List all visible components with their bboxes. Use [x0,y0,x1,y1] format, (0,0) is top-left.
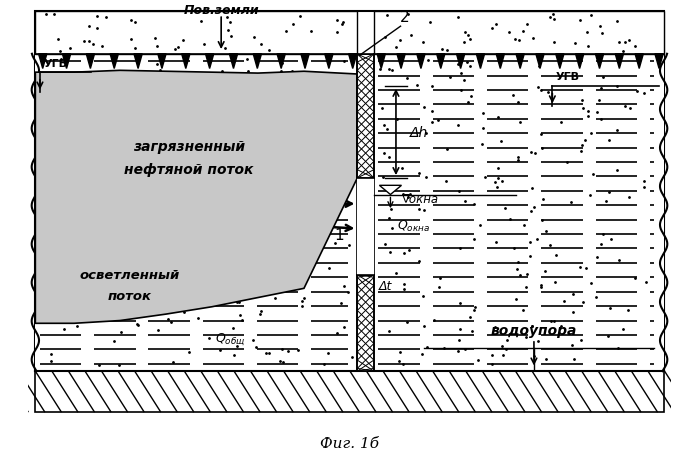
Polygon shape [536,55,544,69]
Text: $Q_{окна}$: $Q_{окна}$ [397,219,430,234]
Text: Пов.земли: Пов.земли [183,4,259,17]
Polygon shape [277,55,285,69]
Text: Δt: Δt [378,280,392,293]
Text: Фиг. 1б: Фиг. 1б [320,436,379,450]
Bar [36,55,663,371]
Polygon shape [182,55,190,69]
Polygon shape [206,55,214,69]
Bar [36,12,357,55]
Polygon shape [349,55,357,69]
Bar [357,179,374,275]
Text: осветленный: осветленный [79,268,180,281]
Polygon shape [86,55,94,69]
Polygon shape [456,55,465,69]
Polygon shape [397,55,405,69]
Text: 1: 1 [334,228,343,243]
Polygon shape [635,55,643,69]
Text: водоупора: водоупора [491,323,577,337]
Text: нефтяной поток: нефтяной поток [124,162,254,176]
Text: $Q_{общ}$: $Q_{общ}$ [215,331,245,347]
Polygon shape [158,55,166,69]
Bar [374,12,663,55]
Text: поток: поток [107,290,151,303]
Polygon shape [615,55,624,69]
Polygon shape [516,55,524,69]
Text: ∇окна: ∇окна [401,192,438,205]
Polygon shape [596,55,604,69]
Polygon shape [575,55,584,69]
Polygon shape [417,55,425,69]
Bar [357,55,374,179]
Bar [357,275,374,371]
Polygon shape [229,55,238,69]
Polygon shape [36,71,357,323]
Polygon shape [301,55,309,69]
Bar [36,12,663,371]
Polygon shape [377,55,385,69]
Polygon shape [476,55,484,69]
Polygon shape [253,55,261,69]
Polygon shape [110,55,118,69]
Polygon shape [325,55,333,69]
Polygon shape [437,55,445,69]
Polygon shape [655,55,663,69]
Polygon shape [496,55,505,69]
Text: Δh: Δh [410,126,428,140]
Text: загрязненный: загрязненный [133,139,245,153]
Text: 2: 2 [401,10,410,25]
Text: УГВ: УГВ [556,72,580,82]
Polygon shape [38,55,47,69]
Bar [36,371,663,412]
Polygon shape [134,55,142,69]
Text: УГВ: УГВ [43,59,68,69]
Polygon shape [62,55,71,69]
Polygon shape [556,55,564,69]
Polygon shape [380,186,401,195]
